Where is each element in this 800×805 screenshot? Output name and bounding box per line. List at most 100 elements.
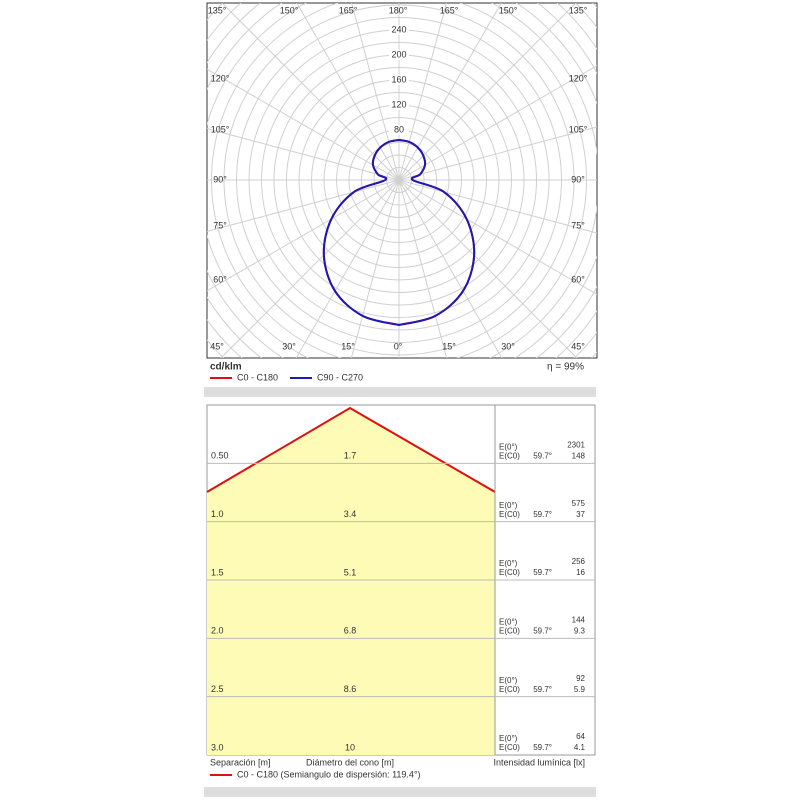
grid-ray: [398, 3, 447, 181]
angle-label: 165°: [440, 5, 459, 15]
grid-ray: [398, 179, 578, 358]
ec0-value: 37: [576, 510, 585, 519]
diameter: 3.4: [344, 509, 357, 519]
grid-ray: [398, 179, 597, 234]
grid-ray: [350, 179, 400, 358]
angle-label: 45°: [571, 341, 585, 351]
grid-ray: [398, 65, 597, 181]
e0-label: E(0°): [499, 442, 518, 451]
tick-bg: [389, 75, 409, 85]
angle-label: 120°: [211, 73, 230, 83]
e0-value: 64: [576, 732, 585, 741]
ec0-value: 148: [572, 451, 586, 460]
ec0-value: 16: [576, 568, 585, 577]
cone-legend: C0 - C180 (Semiangulo de dispersión: 119…: [237, 769, 421, 779]
angle-label: 60°: [213, 274, 227, 284]
angle-label: 75°: [213, 220, 227, 230]
e0-value: 2301: [567, 440, 585, 449]
ec0-angle: 59.7°: [533, 743, 552, 752]
separation: 0.50: [211, 451, 229, 461]
grid-ray: [398, 126, 597, 181]
separation: 1.5: [211, 567, 224, 577]
grid-ray: [398, 179, 448, 358]
diameter: 5.1: [344, 567, 357, 577]
ec0-angle: 59.7°: [533, 510, 552, 519]
efficiency: η = 99%: [547, 362, 584, 373]
unit-label: cd/klm: [210, 362, 242, 373]
angle-label: 45°: [210, 341, 224, 351]
ec0-angle: 59.7°: [533, 568, 552, 577]
cone-area: [207, 408, 495, 755]
grid-ray: [295, 179, 400, 358]
diameter: 10: [345, 742, 355, 752]
e0-label: E(0°): [499, 734, 518, 743]
angle-label: 75°: [571, 220, 585, 230]
angle-label: 105°: [211, 124, 230, 134]
angle-label: 30°: [282, 341, 296, 351]
separation: 2.5: [211, 684, 224, 694]
col-intensity: Intensidad lumínica [lx]: [493, 757, 585, 767]
e0-label: E(0°): [499, 676, 518, 685]
tick-bg: [389, 125, 409, 135]
intensity-curve: [398, 139, 476, 326]
ec0-angle: 59.7°: [533, 685, 552, 694]
grid-ray: [220, 179, 400, 358]
ec0-label: E(C0): [499, 685, 520, 694]
e0-value: 256: [572, 557, 586, 566]
r-tick-label: 80: [394, 124, 404, 134]
angle-label: 15°: [341, 341, 355, 351]
grid-ray: [221, 3, 400, 181]
grid-ray: [207, 179, 400, 232]
grid-ray: [296, 3, 400, 181]
legend-label: C90 - C270: [317, 372, 363, 382]
ec0-label: E(C0): [499, 626, 520, 635]
angle-label: 150°: [280, 5, 299, 15]
angle-label: 150°: [499, 5, 518, 15]
grid-ray: [398, 179, 503, 358]
divider: [204, 787, 596, 797]
grid-ray: [351, 3, 400, 181]
angle-label: 105°: [569, 124, 588, 134]
diameter: 6.8: [344, 626, 357, 636]
e0-value: 92: [576, 674, 585, 683]
angle-label: 90°: [571, 174, 585, 184]
ec0-angle: 59.7°: [533, 451, 552, 460]
separation: 2.0: [211, 626, 224, 636]
ec0-value: 4.1: [574, 743, 586, 752]
angle-label: 135°: [208, 5, 227, 15]
grid-ray: [207, 128, 400, 181]
e0-value: 575: [572, 499, 586, 508]
r-tick-label: 200: [391, 49, 406, 59]
ec0-label: E(C0): [499, 451, 520, 460]
ec0-label: E(C0): [499, 510, 520, 519]
r-tick-label: 120: [391, 99, 406, 109]
angle-label: 15°: [442, 341, 456, 351]
ec0-value: 9.3: [574, 626, 586, 635]
separation: 1.0: [211, 509, 224, 519]
angle-label: 120°: [569, 73, 588, 83]
cone-outline: [206, 406, 496, 493]
diameter: 1.7: [344, 451, 357, 461]
ec0-label: E(C0): [499, 743, 520, 752]
r-tick-label: 240: [391, 24, 406, 34]
angle-label: 0°: [394, 341, 403, 351]
ec0-label: E(C0): [499, 568, 520, 577]
e0-label: E(0°): [499, 559, 518, 568]
ec0-value: 5.9: [574, 685, 586, 694]
angle-label: 90°: [213, 174, 227, 184]
angle-label: 30°: [501, 341, 515, 351]
ec0-angle: 59.7°: [533, 626, 552, 635]
separation: 3.0: [211, 742, 224, 752]
grid-ray: [398, 179, 597, 295]
tick-bg: [389, 100, 409, 110]
tick-bg: [389, 25, 409, 35]
legend-label: C0 - C180: [237, 372, 278, 382]
angle-label: 180°: [389, 5, 408, 15]
angle-label: 165°: [339, 5, 358, 15]
grid-ray: [398, 3, 577, 181]
col-diameter: Diámetro del cono [m]: [306, 757, 394, 767]
tick-bg: [389, 50, 409, 60]
grid-ray: [398, 3, 502, 181]
col-separation: Separación [m]: [210, 757, 271, 767]
